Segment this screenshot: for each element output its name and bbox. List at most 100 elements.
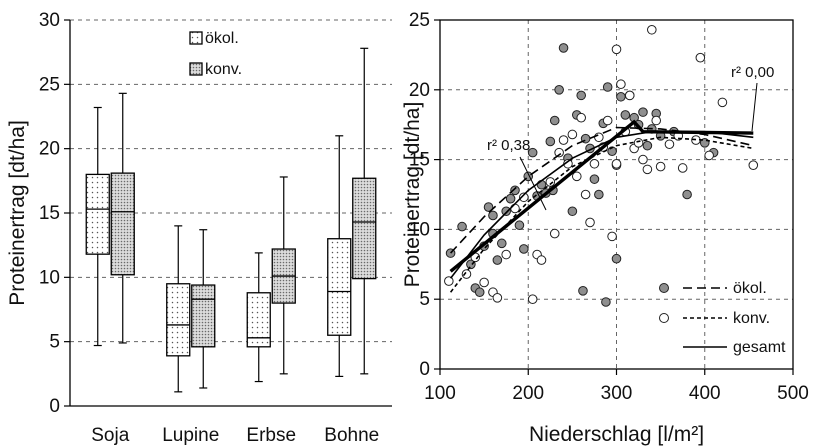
point-oekol (510, 185, 520, 196)
point-oekol (514, 220, 525, 231)
y-tick-label: 15 (39, 203, 60, 224)
y-tick-label: 20 (39, 139, 60, 160)
point-konv (611, 158, 622, 169)
point-oekol (549, 115, 560, 126)
point-oekol (457, 221, 467, 232)
category-label: Soja (91, 425, 129, 446)
point-oekol (602, 82, 613, 92)
point-oekol (545, 136, 556, 147)
point-oekol (620, 110, 631, 120)
legend-swatch (189, 31, 203, 45)
point-oekol (474, 287, 485, 298)
annotation-r2-left: r² 0,38 (487, 137, 530, 154)
point-konv (527, 294, 538, 305)
category-label: Erbse (246, 425, 296, 446)
point-oekol (578, 286, 588, 296)
annotation-leader (751, 82, 758, 132)
point-oekol (616, 91, 626, 102)
x-tick-label: 300 (601, 383, 633, 404)
point-oekol (576, 90, 587, 101)
point-konv (607, 231, 617, 242)
point-konv (492, 293, 503, 303)
legend-label: gesamt (733, 339, 786, 356)
box-konv (191, 284, 216, 348)
annotation-leader (519, 156, 547, 211)
point-oekol (594, 189, 604, 200)
point-konv (571, 171, 582, 182)
y-tick-label: 25 (39, 74, 60, 95)
point-oekol (601, 297, 611, 307)
x-axis-label: Niederschlag [l/m²] (529, 423, 704, 446)
point-oekol (611, 253, 622, 264)
point-konv (633, 138, 644, 148)
point-konv (558, 135, 569, 145)
legend-marker (659, 283, 669, 293)
point-konv (589, 158, 600, 169)
box-oekol (327, 238, 352, 336)
box-oekol (85, 173, 110, 255)
point-konv (444, 276, 454, 286)
point-konv (638, 154, 648, 165)
point-konv (748, 160, 759, 170)
point-oekol (682, 189, 692, 200)
legend-label: ökol. (733, 280, 767, 297)
legend-label: konv. (205, 61, 242, 78)
y-tick-label: 30 (39, 10, 60, 31)
x-tick-label: 100 (424, 383, 456, 404)
point-konv (704, 150, 714, 161)
point-konv (580, 189, 591, 200)
annotation-r2-right: r² 0,00 (731, 64, 774, 81)
point-oekol (554, 85, 564, 95)
point-oekol (492, 255, 503, 265)
point-konv (624, 90, 635, 101)
y-tick-label: 15 (409, 150, 430, 171)
point-konv (594, 132, 604, 143)
point-konv (651, 115, 662, 126)
point-konv (545, 177, 556, 187)
point-konv (655, 161, 666, 172)
point-oekol (519, 244, 529, 254)
point-oekol (505, 193, 516, 204)
y-tick-label: 25 (409, 10, 430, 31)
x-tick-label: 200 (512, 383, 544, 404)
legend-label: ökol. (205, 30, 239, 47)
category-label: Lupine (162, 425, 219, 446)
legend-marker (659, 313, 669, 323)
box-oekol (246, 292, 271, 348)
point-konv (519, 192, 529, 203)
y-tick-label: 0 (419, 359, 430, 380)
point-konv (576, 112, 587, 123)
point-oekol (638, 107, 648, 117)
plot-frame (439, 19, 794, 370)
point-oekol (501, 206, 511, 217)
point-oekol (527, 147, 538, 158)
y-tick-label: 10 (39, 267, 60, 288)
point-konv (479, 277, 489, 288)
point-konv (647, 24, 657, 35)
point-oekol (642, 140, 653, 151)
category-label: Bohne (324, 425, 379, 446)
point-oekol (496, 238, 507, 249)
point-konv (501, 249, 511, 260)
fit-line-long-dash (450, 126, 754, 254)
point-konv (549, 228, 560, 239)
point-konv (695, 52, 706, 63)
x-tick-label: 500 (777, 383, 809, 404)
box-konv (352, 177, 377, 280)
x-tick-label: 400 (689, 383, 721, 404)
y-axis-label: Proteinertrag [dt/ha] (401, 102, 424, 288)
fit-line-solid-bold (449, 119, 754, 273)
point-konv (616, 79, 626, 90)
y-tick-label: 5 (49, 332, 60, 353)
point-konv (602, 115, 613, 126)
point-konv (567, 129, 578, 140)
box-oekol (166, 283, 191, 357)
point-konv (611, 44, 622, 55)
fit-line-short-dash (449, 136, 754, 293)
point-konv (717, 97, 728, 108)
point-konv (585, 217, 595, 228)
point-konv (536, 255, 547, 265)
point-oekol (558, 43, 569, 53)
point-konv (664, 139, 675, 150)
